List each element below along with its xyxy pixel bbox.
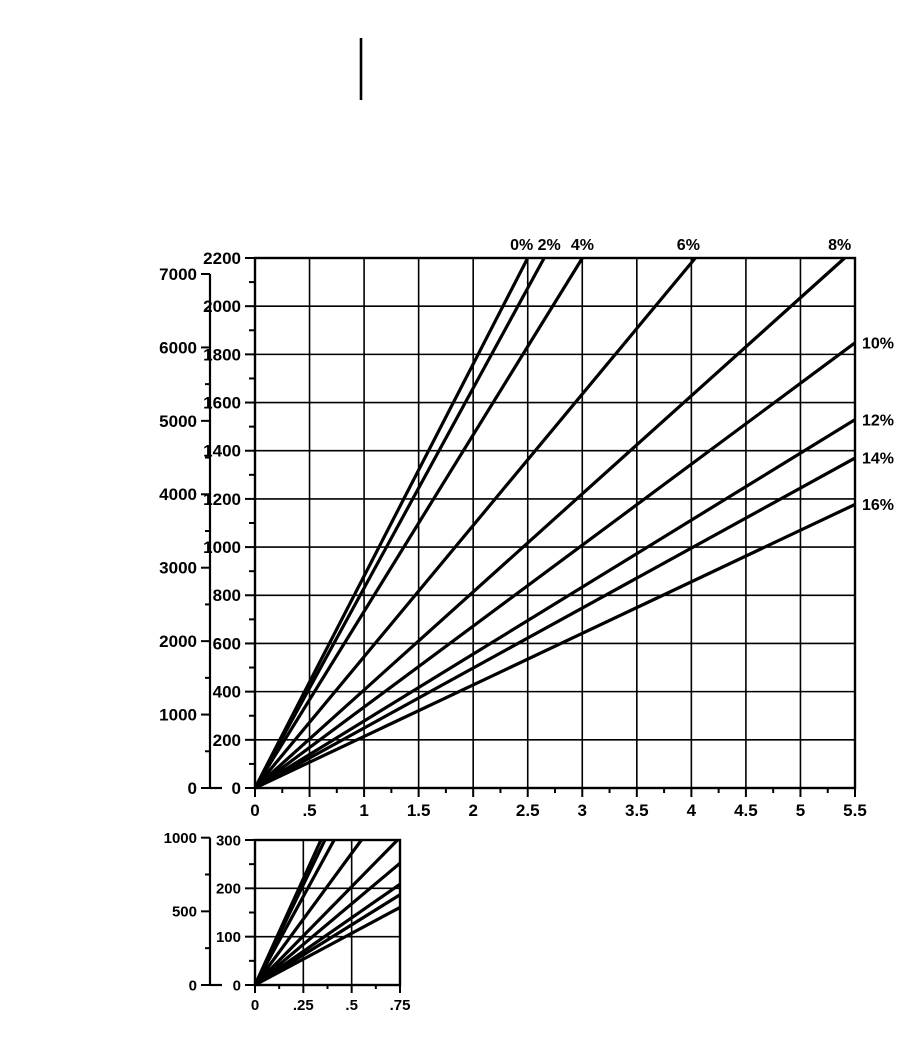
grade-label-6pct: 6% [677,237,700,254]
grade-line-14pct [254,893,401,987]
y-inner-tick-label: 300 [216,832,241,849]
grade-label-10pct: 10% [862,335,894,352]
grade-line-4pct [253,257,584,789]
y-outer-tick-label: 1000 [159,706,197,725]
grade-line-6pct [253,256,697,790]
x-tick-label: 2 [468,801,477,820]
x-tick-label: 0 [251,997,259,1014]
grade-line-6pct [253,839,363,986]
y-inner-tick-label: 600 [213,634,241,653]
y-axis-outer: 0 1000 2000 3000 4000 5000 6000 7000 [159,265,222,798]
grade-lines [253,256,856,790]
y-inner-tick-label: 0 [232,779,241,798]
y-inner-tick-label: 800 [213,586,241,605]
y-inner-tick-label: 2200 [203,249,241,268]
grade-line-12pct [254,418,856,790]
grade-label-16pct: 16% [862,497,894,514]
y-outer-tick-label: 0 [189,977,197,994]
grade-line-0pct [253,257,530,789]
x-tick-label: 1 [359,801,368,820]
grade-label-8pct: 8% [828,237,851,254]
y-outer-tick-label: 2000 [159,632,197,651]
x-tick-label: 5.5 [843,801,867,820]
y-outer-tick-label: 0 [188,779,197,798]
y-outer-tick-label: 1000 [164,830,197,847]
grade-line-2pct [253,257,546,789]
x-tick-label: .25 [293,997,314,1014]
x-tick-label: 1.5 [407,801,431,820]
y-outer-tick-label: 4000 [159,485,197,504]
main-chart: 0 .5 1 1.5 2 2.5 3 3.5 4 4.5 5 5.5 0 200 400 600 800 1000… [159,237,894,820]
y-inner-tick-label: 1800 [203,345,241,364]
x-tick-label: 4 [687,801,697,820]
y-inner-tick-label: 1200 [203,490,241,509]
grade-label-0pct: 0% [510,237,533,254]
x-tick-label: 3 [578,801,587,820]
x-tick-label: 0 [250,801,259,820]
x-axis: 0 .25 .5 .75 [251,985,411,1014]
x-tick-label: 3.5 [625,801,649,820]
y-inner-tick-label: 400 [213,683,241,702]
grade-label-4pct: 4% [571,237,594,254]
y-inner-tick-label: 200 [213,731,241,750]
y-inner-tick-label: 1600 [203,393,241,412]
y-axis-inner: 0 100 200 300 [216,832,255,994]
y-axis-outer: 0 500 1000 [164,830,222,994]
y-inner-tick-label: 0 [233,977,241,994]
inset-chart: 0 .25 .5 .75 0 100 200 300 0 500 1000 [164,830,411,1014]
y-inner-tick-label: 2000 [203,297,241,316]
grade-line-8pct [253,838,399,987]
y-inner-tick-label: 1000 [203,538,241,557]
y-outer-tick-label: 3000 [159,559,197,578]
grade-line-4pct [253,839,336,986]
x-tick-label: 5 [796,801,805,820]
grade-label-2pct: 2% [538,237,561,254]
x-tick-label: .75 [390,997,411,1014]
x-tick-label: .5 [302,801,316,820]
y-inner-tick-label: 1400 [203,442,241,461]
grade-lines [253,838,402,987]
grade-label-14pct: 14% [862,451,894,468]
grade-line-14pct [254,456,856,790]
y-outer-tick-label: 500 [172,904,197,921]
x-tick-label: .5 [345,997,358,1014]
grade-line-16pct [254,906,401,987]
grade-label-12pct: 12% [862,412,894,429]
y-outer-tick-label: 7000 [159,265,197,284]
y-inner-tick-label: 200 [216,881,241,898]
y-inner-tick-label: 100 [216,929,241,946]
grade-line-10pct [254,341,856,790]
y-outer-tick-label: 6000 [159,338,197,357]
y-axis-inner: 0 200 400 600 800 1000 1200 1400 1600 1800 2000 220… [203,249,255,798]
y-outer-tick-label: 5000 [159,412,197,431]
grade-line-16pct [254,503,856,790]
x-tick-label: 4.5 [734,801,758,820]
grade-line-10pct [253,861,402,987]
grade-line-8pct [253,256,846,790]
x-axis: 0 .5 1 1.5 2 2.5 3 3.5 4 4.5 5 5.5 [250,788,867,820]
x-tick-label: 2.5 [516,801,540,820]
